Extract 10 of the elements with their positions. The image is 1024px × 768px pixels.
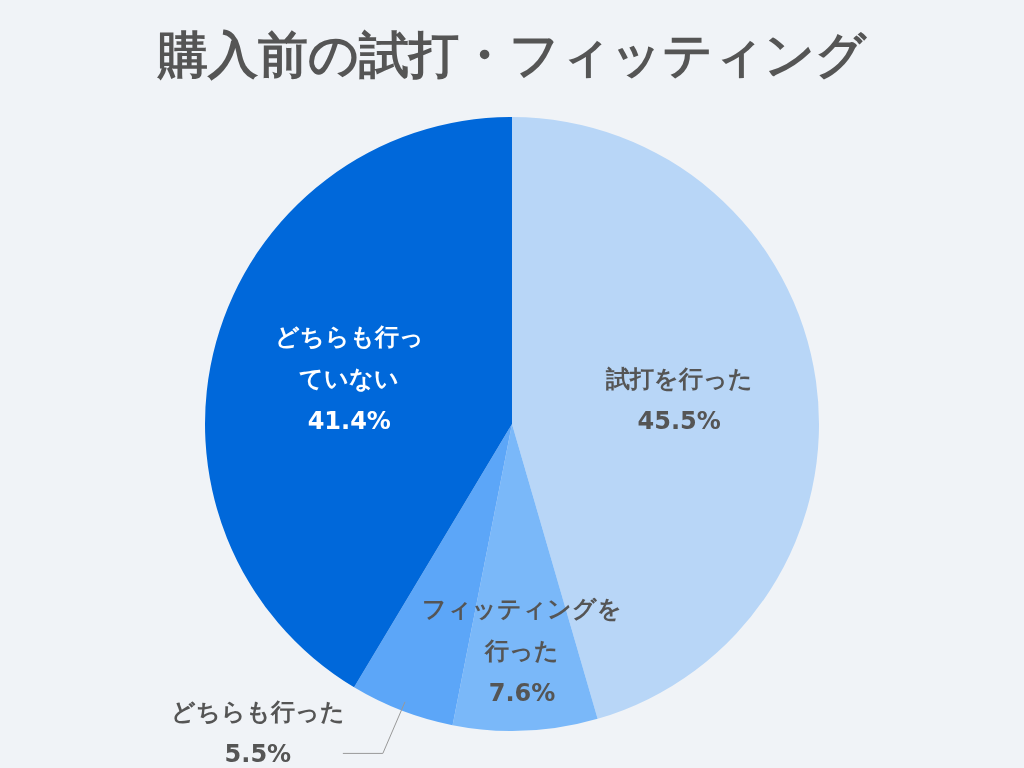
- pie-slice: [452, 424, 598, 731]
- chart-title: 購入前の試打・フィッティング: [157, 26, 868, 84]
- data-label: 5.5%: [224, 740, 292, 768]
- data-label: 45.5%: [637, 407, 721, 436]
- data-label: 41.4%: [307, 406, 391, 435]
- data-label: 7.6%: [488, 678, 556, 707]
- slice-label: どちらも行っていない: [274, 322, 424, 393]
- slice-label: どちらも行った: [170, 698, 345, 727]
- slice-label: フィッティングを行った: [421, 594, 622, 665]
- slice-label: 試打を行った: [604, 365, 753, 394]
